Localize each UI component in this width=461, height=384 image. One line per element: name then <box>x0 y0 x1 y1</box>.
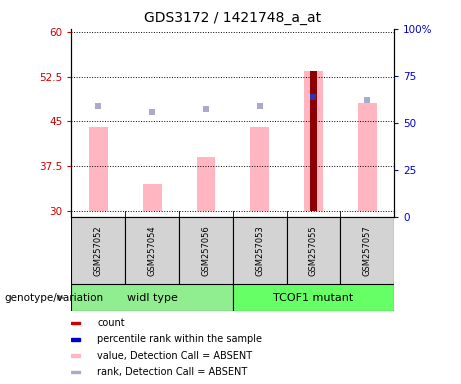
Title: GDS3172 / 1421748_a_at: GDS3172 / 1421748_a_at <box>144 11 321 25</box>
Text: GSM257053: GSM257053 <box>255 225 264 276</box>
FancyBboxPatch shape <box>71 284 233 311</box>
Bar <box>358 103 377 211</box>
Bar <box>250 127 269 211</box>
FancyBboxPatch shape <box>287 217 340 284</box>
Bar <box>310 71 317 211</box>
FancyBboxPatch shape <box>340 217 394 284</box>
Text: GSM257052: GSM257052 <box>94 225 103 276</box>
Text: rank, Detection Call = ABSENT: rank, Detection Call = ABSENT <box>97 367 248 377</box>
FancyBboxPatch shape <box>179 217 233 284</box>
Bar <box>71 371 80 373</box>
Text: GSM257054: GSM257054 <box>148 225 157 276</box>
Text: genotype/variation: genotype/variation <box>5 293 104 303</box>
Bar <box>196 157 215 211</box>
FancyBboxPatch shape <box>233 217 287 284</box>
Text: GSM257055: GSM257055 <box>309 225 318 276</box>
Text: value, Detection Call = ABSENT: value, Detection Call = ABSENT <box>97 351 252 361</box>
Text: GSM257057: GSM257057 <box>363 225 372 276</box>
Text: widl type: widl type <box>127 293 177 303</box>
Bar <box>304 71 323 211</box>
FancyBboxPatch shape <box>233 284 394 311</box>
Bar <box>71 322 80 324</box>
Text: GSM257056: GSM257056 <box>201 225 210 276</box>
Bar <box>71 338 80 341</box>
FancyBboxPatch shape <box>125 217 179 284</box>
Text: TCOF1 mutant: TCOF1 mutant <box>273 293 354 303</box>
Bar <box>143 184 161 211</box>
FancyBboxPatch shape <box>71 217 125 284</box>
Text: count: count <box>97 318 125 328</box>
Bar <box>71 354 80 357</box>
Text: percentile rank within the sample: percentile rank within the sample <box>97 334 262 344</box>
Bar <box>89 127 108 211</box>
